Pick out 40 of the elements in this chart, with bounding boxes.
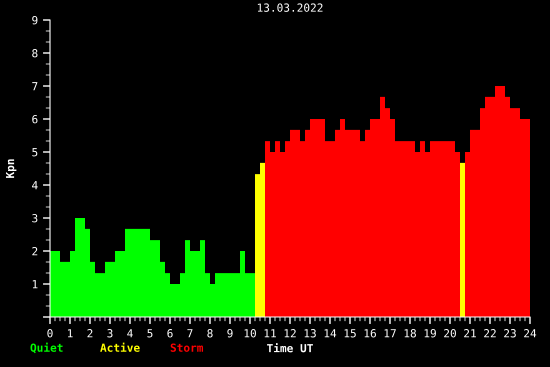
- y-tick-label: 9: [32, 16, 38, 24]
- y-tick-label: 4: [32, 181, 38, 190]
- y-tick-label: 8: [32, 49, 38, 58]
- x-tick-label: 2: [87, 329, 92, 338]
- x-tick-label: 19: [424, 329, 436, 338]
- x-tick-label: 9: [227, 329, 233, 338]
- x-tick-label: 0: [47, 329, 53, 338]
- y-tick-label: 7: [32, 82, 38, 90]
- x-tick-label: 15: [344, 329, 356, 338]
- x-tick-label: 24: [524, 329, 536, 338]
- chart-title: 13.03.2022: [258, 3, 323, 12]
- y-axis-title: Kpn: [6, 159, 16, 178]
- x-tick-label: 7: [187, 329, 193, 338]
- x-tick-label: 22: [484, 329, 496, 338]
- x-tick-label: 3: [107, 329, 113, 338]
- x-tick-label: 6: [167, 329, 173, 338]
- text: Active: [100, 342, 140, 352]
- x-tick-label: 8: [207, 329, 213, 338]
- y-tick-label: 1: [32, 280, 38, 288]
- x-tick-label: 5: [147, 329, 152, 338]
- x-tick-label: 21: [464, 329, 476, 338]
- y-tick-label: 6: [32, 115, 38, 124]
- x-tick-label: 4: [127, 329, 133, 338]
- x-tick-label: 14: [324, 329, 336, 338]
- y-tick-label: 3: [32, 214, 38, 222]
- x-tick-label: 23: [504, 329, 516, 338]
- x-tick-label: 13: [304, 329, 316, 338]
- x-tick-label: 11: [264, 329, 276, 338]
- x-tick-label: 17: [384, 329, 396, 338]
- x-axis-title: Time UT: [267, 343, 313, 352]
- x-tick-label: 1: [68, 329, 73, 338]
- text: Quiet: [30, 342, 63, 354]
- x-tick-label: 20: [444, 329, 456, 338]
- y-tick-label: 5: [32, 148, 38, 156]
- x-tick-label: 18: [404, 329, 416, 338]
- x-tick-label: 10: [244, 329, 256, 338]
- x-tick-label: 16: [364, 329, 376, 338]
- text: Storm: [170, 343, 204, 352]
- x-tick-label: 12: [284, 329, 296, 338]
- y-tick-label: 2: [32, 247, 38, 256]
